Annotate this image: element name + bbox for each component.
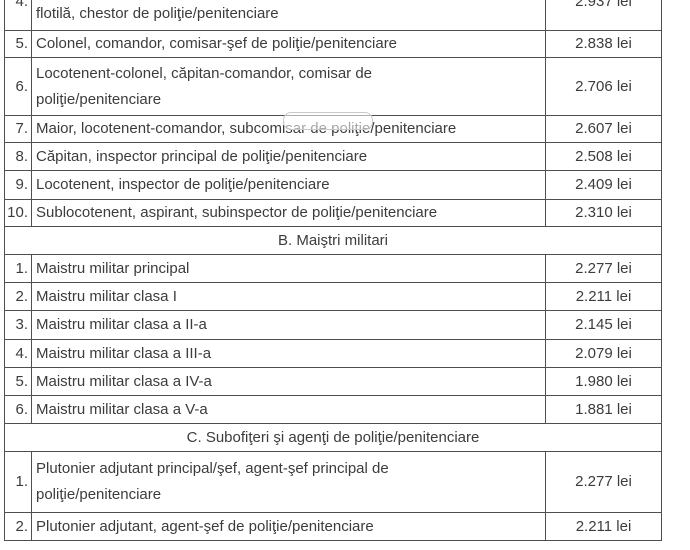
row-label: Plutonier adjutant, agent-şef de poliţie… (31, 512, 546, 541)
row-label-line2: poliţie/penitenciare (36, 486, 162, 503)
row-label-text: flotilă, chestor de poliţie/penitenciare (36, 5, 279, 22)
row-amount: 2.145 lei (545, 310, 662, 340)
row-label: Maior, locotenent-comandor, subcomisar d… (31, 115, 546, 143)
table-row: 6. Maistru militar clasa a V-a 1.881 lei (4, 395, 662, 424)
row-number: 4. (4, 339, 32, 368)
row-label-line1: Locotenent-colonel, căpitan-comandor, co… (36, 64, 373, 82)
row-amount: 2.508 lei (545, 142, 662, 171)
row-number: 4. (4, 0, 32, 31)
row-amount: 2.706 lei (545, 57, 662, 116)
row-number: 5. (4, 30, 32, 58)
row-label: Maistru militar clasa a II-a (31, 310, 546, 340)
row-label: Maistru militar clasa a III-a (31, 339, 546, 368)
row-amount: 2.211 lei (545, 282, 662, 311)
row-number: 10. (4, 199, 32, 227)
table-row: 4. flotilă, chestor de poliţie/penitenci… (4, 0, 662, 31)
row-label-line2: poliţie/penitenciare (36, 90, 162, 108)
section-header-label: C. Subofiţeri şi agenţi de poliţie/penit… (4, 423, 662, 452)
row-label: flotilă, chestor de poliţie/penitenciare (31, 0, 546, 31)
row-amount: 2.079 lei (545, 339, 662, 368)
row-number: 1. (4, 254, 32, 283)
row-amount: 2.607 lei (545, 115, 662, 143)
row-number: 3. (4, 310, 32, 340)
table-row: 3. Maistru militar clasa a II-a 2.145 le… (4, 310, 662, 340)
table-row: 4. Maistru militar clasa a III-a 2.079 l… (4, 339, 662, 368)
section-header-row: C. Subofiţeri şi agenţi de poliţie/penit… (4, 423, 662, 452)
table-row: 10. Sublocotenent, aspirant, subinspecto… (4, 199, 662, 227)
row-number: 6. (4, 395, 32, 424)
row-amount: 1.881 lei (545, 395, 662, 424)
table-row: 1. Plutonier adjutant principal/şef, age… (4, 451, 662, 513)
row-number: 1. (4, 451, 32, 513)
row-number: 5. (4, 367, 32, 396)
table-row: 6. Locotenent-colonel, căpitan-comandor,… (4, 57, 662, 116)
table-row: 1. Maistru militar principal 2.277 lei (4, 254, 662, 283)
row-label: Maistru militar principal (31, 254, 546, 283)
table-row: 5. Maistru militar clasa a IV-a 1.980 le… (4, 367, 662, 396)
table-row: 8. Căpitan, inspector principal de poliţ… (4, 142, 662, 171)
row-amount: 2.409 lei (545, 170, 662, 200)
row-number: 7. (4, 115, 32, 143)
section-header-row: B. Maiştri militari (4, 226, 662, 255)
salary-table: 4. flotilă, chestor de poliţie/penitenci… (4, 0, 662, 541)
row-number: 2. (4, 512, 32, 541)
row-number: 8. (4, 142, 32, 171)
row-amount: 2.838 lei (545, 30, 662, 58)
table-row: 5. Colonel, comandor, comisar-şef de pol… (4, 30, 662, 58)
row-number: 9. (4, 170, 32, 200)
row-number: 2. (4, 282, 32, 311)
row-number: 6. (4, 57, 32, 116)
row-amount: 2.211 lei (545, 512, 662, 541)
table-row: 2. Plutonier adjutant, agent-şef de poli… (4, 512, 662, 541)
row-label: Maistru militar clasa I (31, 282, 546, 311)
row-label: Colonel, comandor, comisar-şef de poliţi… (31, 30, 546, 58)
row-label-line1: Plutonier adjutant principal/şef, agent-… (36, 460, 389, 477)
row-amount: 1.980 lei (545, 367, 662, 396)
row-label: Maistru militar clasa a V-a (31, 395, 546, 424)
row-amount: 2.277 lei (545, 451, 662, 513)
row-label: Plutonier adjutant principal/şef, agent-… (31, 451, 546, 513)
row-amount: 2.310 lei (545, 199, 662, 227)
row-amount: 2.277 lei (545, 254, 662, 283)
row-amount: 2.937 lei (545, 0, 662, 31)
table-row: 2. Maistru militar clasa I 2.211 lei (4, 282, 662, 311)
row-label: Sublocotenent, aspirant, subinspector de… (31, 199, 546, 227)
row-label: Căpitan, inspector principal de poliţie/… (31, 142, 546, 171)
table-row: 9. Locotenent, inspector de poliţie/peni… (4, 170, 662, 200)
row-label: Locotenent, inspector de poliţie/peniten… (31, 170, 546, 200)
row-label: Maistru militar clasa a IV-a (31, 367, 546, 396)
section-header-label: B. Maiştri militari (4, 226, 662, 255)
table-row: 7. Maior, locotenent-comandor, subcomisa… (4, 115, 662, 143)
row-label: Locotenent-colonel, căpitan-comandor, co… (31, 57, 546, 116)
